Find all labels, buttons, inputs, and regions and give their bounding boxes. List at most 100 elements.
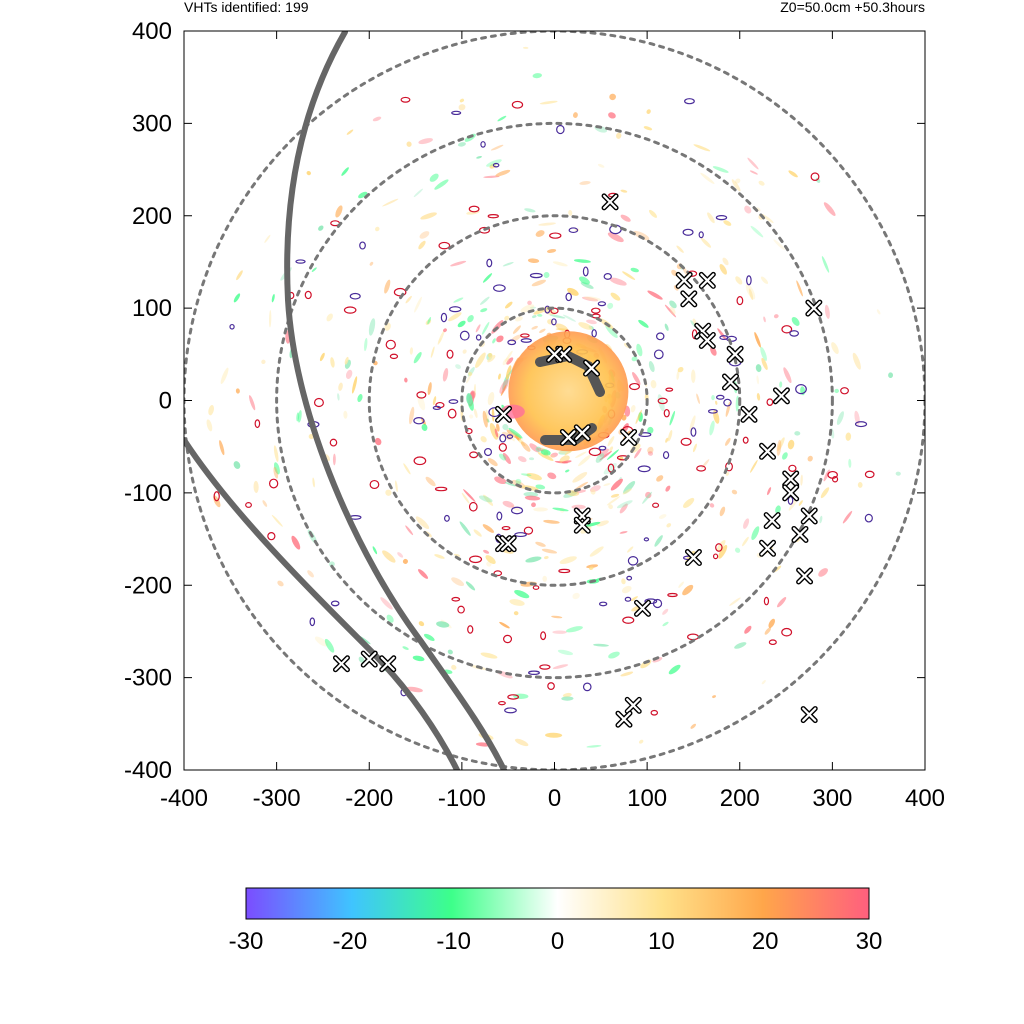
field-streak [665, 485, 671, 492]
field-streak [473, 529, 482, 537]
contour-blob [598, 445, 607, 451]
field-streak [664, 323, 669, 331]
colorbar-tick-label: 30 [856, 928, 883, 955]
field-streak [718, 544, 728, 559]
field-streak [642, 491, 653, 504]
field-streak [357, 394, 363, 403]
field-streak [561, 460, 572, 464]
contour-blob [565, 292, 572, 302]
field-streak [343, 410, 348, 419]
field-streak [609, 446, 614, 452]
contour-blob [712, 553, 719, 560]
field-streak [535, 230, 545, 237]
contour-blob [475, 334, 482, 341]
field-streak [549, 314, 566, 319]
field-streak [479, 495, 493, 503]
contour-blob [432, 405, 442, 411]
vht-marker [772, 387, 790, 405]
contour-blob [637, 465, 651, 473]
eyewall-track [535, 350, 605, 397]
field-streak [741, 536, 749, 547]
field-streak [773, 239, 785, 250]
field-streak [504, 315, 510, 321]
contour-blob [653, 349, 664, 360]
contour-blob [864, 513, 873, 523]
field-streak [514, 738, 529, 747]
field-streak [621, 585, 632, 594]
contour-blob [438, 241, 451, 250]
contour-blob [582, 266, 589, 277]
field-streak [513, 611, 519, 616]
field-streak [627, 546, 634, 553]
contour-blob [547, 682, 555, 691]
contour-blob [329, 438, 338, 447]
field-streak [657, 394, 665, 412]
field-streak [262, 500, 268, 507]
field-streak [777, 437, 785, 451]
field-streak [505, 301, 513, 309]
field-streak [273, 445, 279, 462]
field-streak [573, 259, 591, 263]
contour-blob [715, 215, 728, 221]
field-streak [541, 454, 555, 459]
field-streak [461, 492, 470, 504]
contour-blob [657, 397, 668, 405]
field-streak [375, 226, 380, 232]
field-streak [236, 270, 243, 281]
field-streak [235, 388, 240, 394]
field-streak [599, 450, 612, 461]
field-streak [622, 271, 636, 280]
contour-blob [682, 228, 694, 236]
contour-blob [707, 408, 718, 414]
field-streak [561, 696, 574, 701]
field-streak [745, 283, 756, 300]
contour-blob [588, 447, 602, 457]
field-streak [734, 547, 741, 553]
field-streak [502, 452, 511, 465]
field-streak [273, 466, 279, 479]
field-streak [358, 191, 368, 199]
field-streak [418, 621, 425, 627]
field-streak [438, 338, 442, 343]
vht-marker [495, 405, 513, 423]
field-streak [662, 621, 669, 627]
field-streak [451, 664, 457, 670]
vht-marker [800, 706, 818, 724]
field-streak [760, 276, 769, 285]
field-streak [750, 225, 764, 238]
contour-blob [451, 596, 461, 602]
field-streak [654, 535, 663, 547]
contour-blob [667, 592, 678, 598]
field-streak [584, 296, 601, 301]
field-streak [332, 453, 336, 466]
field-streak [597, 163, 605, 168]
field-streak [541, 548, 558, 554]
field-streak [537, 313, 543, 317]
y-tick-label: 100 [132, 295, 172, 322]
contour-blob [413, 416, 425, 425]
field-streak [638, 319, 649, 328]
field-streak [271, 294, 275, 303]
vht-marker [675, 271, 693, 289]
field-streak [358, 656, 365, 663]
field-streak [458, 142, 466, 147]
field-streak [700, 172, 715, 184]
field-streak [413, 188, 423, 198]
field-streak [658, 514, 667, 519]
contour-blob [443, 514, 450, 522]
field-streak [540, 449, 551, 456]
field-streak [395, 480, 398, 493]
field-streak [729, 597, 741, 606]
contour-blob [558, 568, 571, 574]
contour-blob [656, 332, 665, 341]
field-streak [312, 477, 315, 488]
field-streak [895, 471, 901, 476]
field-streak [382, 198, 399, 207]
vht-marker [763, 512, 781, 530]
field-streak [492, 338, 496, 344]
field-streak [402, 558, 408, 564]
field-streak [511, 505, 520, 512]
field-streak [689, 415, 696, 432]
contour-blob [684, 98, 695, 105]
